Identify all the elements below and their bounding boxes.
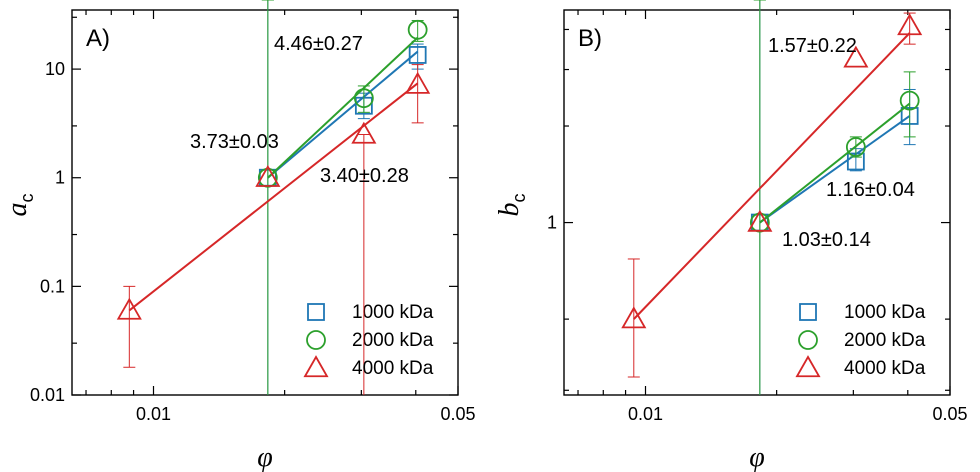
legend-label: 2000 kDa xyxy=(844,330,926,351)
x-tick-label: 0.05 xyxy=(932,404,967,424)
fit-annotation: 3.73±0.03 xyxy=(190,131,279,153)
legend-label: 1000 kDa xyxy=(352,302,434,323)
x-tick-label: 0.01 xyxy=(136,404,171,424)
fit-line xyxy=(633,32,911,320)
data-point xyxy=(351,121,377,144)
y-tick-label: 10 xyxy=(45,59,65,79)
panel-a: 0.01 0.05 0.01 0.1 1 10 A) φ ac 3.73±0.03 1000 kDa… xyxy=(2,0,476,472)
panel-label: B) xyxy=(578,25,602,52)
data-point xyxy=(845,137,866,157)
legend-label: 1000 kDa xyxy=(844,302,926,323)
data-point xyxy=(621,306,647,329)
y-tick-label: 1 xyxy=(547,213,557,233)
fit-line xyxy=(128,82,419,312)
fit-annotation: 3.40±0.28 xyxy=(320,165,409,187)
series-triangle: 1.57±0.22 xyxy=(621,12,923,378)
data-point xyxy=(255,164,281,187)
plot-frame xyxy=(563,9,951,396)
panel-b: 0.01 0.05 1 B) φ bc 1.03±0.14 1000 kDa 1.16±0.04… xyxy=(494,0,968,472)
y-axis-title-sub: c xyxy=(509,194,529,203)
series-circle: 1.16±0.04 xyxy=(749,0,920,395)
legend-label: 4000 kDa xyxy=(352,358,434,379)
x-axis-title: φ xyxy=(257,442,273,472)
y-tick-label: 0.01 xyxy=(30,385,65,405)
y-axis-title-main: a xyxy=(2,203,33,217)
legend-marker xyxy=(795,355,821,378)
legend-label: 4000 kDa xyxy=(844,358,926,379)
fit-annotation: 1.16±0.04 xyxy=(826,179,915,201)
legend-marker xyxy=(307,303,325,321)
y-tick-label: 0.1 xyxy=(40,276,65,296)
y-axis-title: ac xyxy=(2,194,37,217)
legend-marker xyxy=(306,330,326,350)
legend-marker xyxy=(798,330,818,350)
data-point xyxy=(353,88,374,109)
y-axis-title-main: b xyxy=(494,203,525,217)
plot-frame xyxy=(71,9,459,396)
x-axis-title: φ xyxy=(749,442,765,472)
panel-label: A) xyxy=(86,25,110,52)
data-point xyxy=(843,45,869,68)
data-point xyxy=(899,90,920,111)
data-point xyxy=(897,13,923,36)
fit-annotation: 4.46±0.27 xyxy=(274,33,363,55)
data-point xyxy=(408,46,427,64)
legend-label: 2000 kDa xyxy=(352,330,434,351)
x-tick-label: 0.05 xyxy=(440,404,475,424)
fit-line xyxy=(759,102,911,224)
data-point xyxy=(116,297,142,320)
y-axis-title-sub: c xyxy=(17,194,37,203)
series-circle: 4.46±0.27 xyxy=(257,0,428,395)
y-tick-label: 1 xyxy=(55,168,65,188)
fit-line xyxy=(267,50,419,179)
y-axis-title: bc xyxy=(494,194,529,217)
legend-marker xyxy=(303,355,329,378)
series-triangle: 3.40±0.28 xyxy=(116,64,431,395)
fit-annotation: 1.03±0.14 xyxy=(782,229,871,251)
data-point xyxy=(407,19,428,40)
data-point xyxy=(405,71,431,94)
fit-annotation: 1.57±0.22 xyxy=(768,35,857,57)
data-point xyxy=(747,209,773,232)
fit-line xyxy=(267,36,419,179)
fit-line xyxy=(759,115,911,224)
x-tick-label: 0.01 xyxy=(628,404,663,424)
legend-marker xyxy=(799,303,817,321)
